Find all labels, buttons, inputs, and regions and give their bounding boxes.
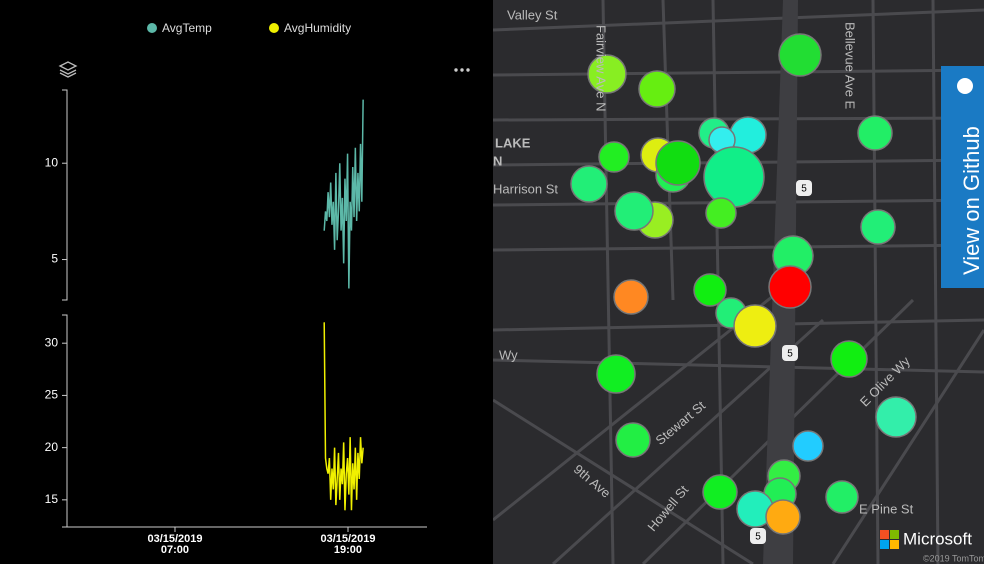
street-label: N (493, 153, 502, 168)
highway-shield: 5 (796, 180, 812, 196)
y-tick-label: 20 (45, 440, 59, 454)
highway-shield: 5 (782, 345, 798, 361)
street-label: Howell St (644, 482, 691, 534)
github-button[interactable]: View on Github (941, 66, 984, 288)
data-line (323, 322, 364, 511)
legend-label[interactable]: AvgHumidity (284, 21, 351, 35)
copyright: ©2019 TomTom (923, 553, 984, 563)
more-icon[interactable] (454, 68, 470, 72)
street-label: Valley St (507, 7, 558, 22)
y-axis (62, 89, 68, 301)
street-label: 9th Ave (571, 461, 614, 500)
svg-text:5: 5 (787, 349, 793, 360)
roads (493, 0, 984, 564)
y-tick-label: 30 (45, 335, 59, 349)
x-tick-label: 03/15/2019 19:00 (320, 533, 376, 556)
map[interactable]: Valley St Fairview Ave N Bellevue Ave E … (493, 0, 984, 564)
street-label: E Pine St (859, 501, 914, 516)
y-axis (62, 314, 68, 528)
legend-label[interactable]: AvgTemp (162, 21, 212, 35)
layers-icon[interactable] (58, 61, 78, 78)
y-tick-label: 10 (45, 155, 59, 169)
data-line (323, 99, 364, 289)
svg-text:5: 5 (755, 532, 761, 543)
svg-text:5: 5 (801, 184, 807, 195)
x-tick-label: 03/15/2019 07:00 (147, 533, 203, 556)
y-tick-label: 5 (51, 252, 58, 266)
legend-swatch (269, 23, 279, 33)
microsoft-logo: Microsoft (880, 529, 972, 549)
sensor-markers[interactable] (570, 33, 917, 535)
legend-swatch (147, 23, 157, 33)
brand: Microsoft (903, 529, 972, 548)
y-tick-label: 25 (45, 388, 59, 402)
street-label: LAKE (495, 135, 531, 150)
street-label: Bellevue Ave E (843, 22, 858, 110)
street-label: Harrison St (493, 181, 558, 196)
street-label: Stewart St (652, 398, 708, 448)
chart-panel: AvgTemp AvgHumidity 5 10 15 20 25 30 (44, 21, 470, 532)
highway-shield: 5 (750, 528, 766, 544)
y-tick-label: 15 (45, 492, 59, 506)
street-label: Fairview Ave N (594, 25, 609, 111)
github-label[interactable]: View on Github (959, 126, 984, 275)
street-label: Wy (499, 347, 518, 362)
